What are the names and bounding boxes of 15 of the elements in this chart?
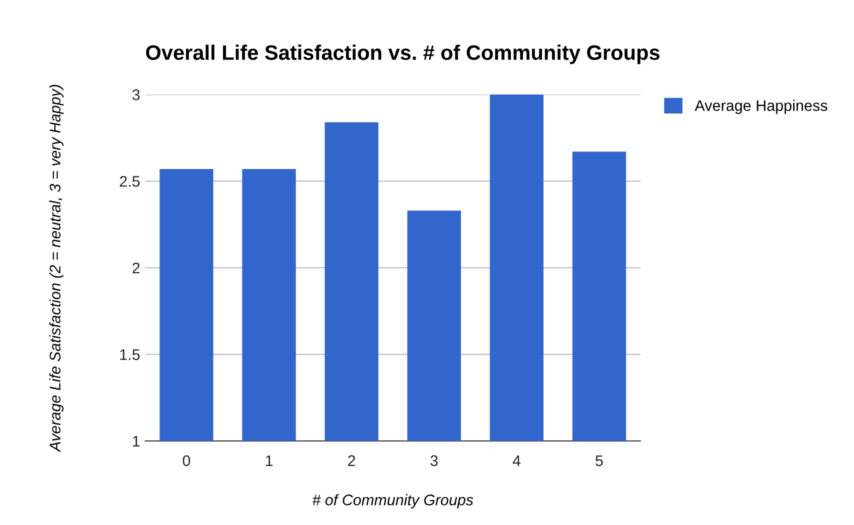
x-tick-label: 5 bbox=[596, 455, 603, 466]
y-tick-label: 1 bbox=[132, 436, 140, 447]
x-tick-label: 1 bbox=[266, 455, 273, 466]
y-tick-label: 2 bbox=[132, 262, 140, 274]
y-tick-label: 3 bbox=[132, 89, 140, 100]
legend-label: Average Happiness bbox=[694, 100, 828, 114]
y-tick-label: 2.5 bbox=[120, 176, 140, 187]
x-tick-label: 3 bbox=[430, 455, 438, 466]
x-tick-label: 4 bbox=[512, 455, 520, 466]
x-tick-label: 0 bbox=[182, 455, 190, 466]
x-axis-title: # of Community Groups bbox=[312, 494, 474, 508]
x-tick-label: 2 bbox=[348, 455, 356, 466]
y-tick-label: 1.5 bbox=[120, 349, 140, 360]
chart-title: Overall Life Satisfaction vs. # of Community Groups bbox=[146, 44, 660, 64]
y-axis-title: Average Life Satisfaction (2 = neutral, 3 = very Happy) bbox=[49, 84, 64, 452]
